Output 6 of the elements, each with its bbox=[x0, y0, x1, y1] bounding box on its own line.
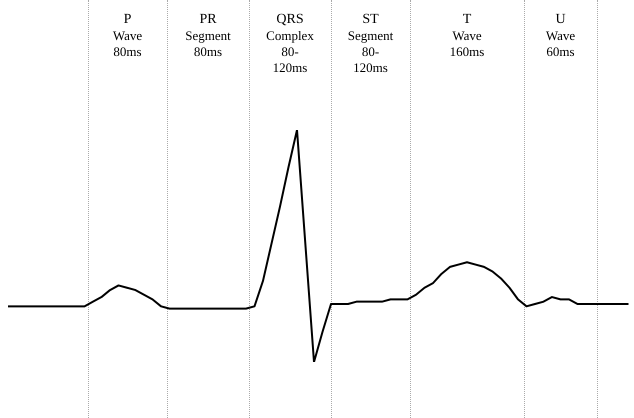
text: PR Segment 80ms bbox=[184, 12, 232, 60]
text: QRS Complex 80- 120ms bbox=[265, 12, 315, 76]
text: U Wave 60ms bbox=[544, 12, 576, 60]
text: ST Segment 80- 120ms bbox=[346, 12, 394, 76]
text: P Wave 80ms bbox=[112, 12, 144, 60]
text: T Wave 160ms bbox=[448, 12, 486, 60]
